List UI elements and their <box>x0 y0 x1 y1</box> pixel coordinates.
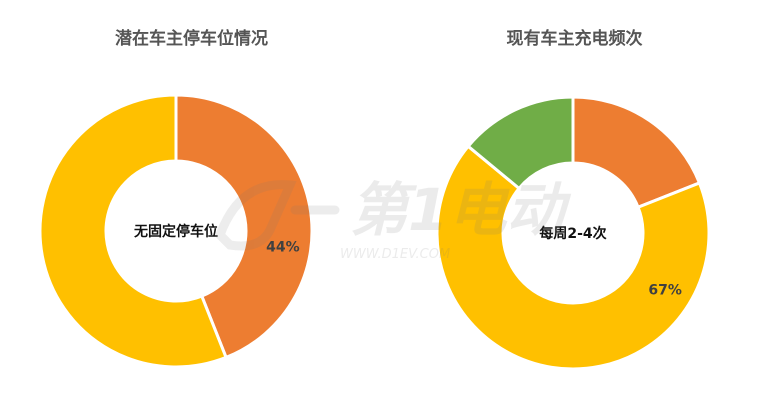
data-label: 67% <box>648 282 682 298</box>
chart-right-title: 现有车主充电频次 <box>506 29 643 49</box>
chart-left: 潜在车主停车位情况 44% 无固定停车位 <box>38 29 314 369</box>
data-label: 44% <box>266 239 300 255</box>
donut-chart-left: 44% 无固定停车位 <box>38 93 314 369</box>
center-label: 每周2-4次 <box>539 225 606 242</box>
donut-chart-right: 67% 每周2-4次 <box>435 95 711 371</box>
donut-slice <box>38 93 229 369</box>
chart-right: 现有车主充电频次 67% 每周2-4次 <box>383 0 766 402</box>
donut-slice <box>435 144 711 371</box>
donut-slice <box>571 95 702 210</box>
center-label: 无固定停车位 <box>133 223 218 240</box>
donut-slice <box>466 95 575 191</box>
donut-slice <box>174 93 314 360</box>
chart-left-title: 潜在车主停车位情况 <box>115 29 268 49</box>
